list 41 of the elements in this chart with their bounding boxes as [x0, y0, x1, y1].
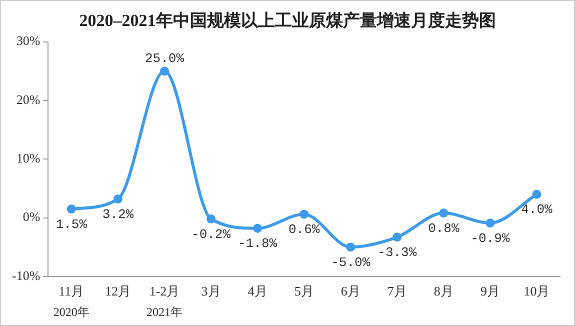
x-tick-label: 3月 — [201, 284, 221, 299]
point — [113, 194, 122, 204]
x-tick-label: 1-2月 — [149, 284, 180, 299]
point — [532, 190, 542, 199]
data-label: -0.9% — [470, 230, 510, 246]
data-label: 3.2% — [102, 206, 134, 222]
x-tick-label: 4月 — [248, 284, 268, 299]
chart-title: 2020–2021年中国规模以上工业原煤产量增速月度走势图 — [78, 10, 497, 32]
x-tick-label: 10月 — [524, 284, 550, 299]
y-tick-label: 0% — [22, 209, 40, 224]
point — [439, 208, 448, 218]
point — [486, 218, 495, 228]
point — [206, 214, 216, 224]
y-tick-label: -10% — [12, 268, 40, 283]
data-label: 4.0% — [521, 202, 553, 218]
data-label: -1.8% — [238, 236, 278, 252]
x-tick-label: 5月 — [294, 284, 314, 299]
data-label: 0.8% — [428, 220, 460, 236]
x-tick-label: 8月 — [434, 284, 454, 299]
y-tick-label: 30% — [16, 33, 40, 48]
text: 2021年 — [146, 305, 182, 320]
point — [160, 66, 169, 76]
data-label: 25.0% — [144, 51, 184, 66]
y-tick-label: 10% — [16, 150, 40, 166]
x-tick-label: 7月 — [387, 284, 407, 299]
text: 2020年 — [53, 305, 90, 320]
x-tick-label: 11月 — [58, 284, 84, 299]
x-tick-label: 9月 — [480, 284, 500, 299]
data-label: 0.6% — [288, 222, 320, 238]
data-label: -5.0% — [331, 255, 370, 270]
y-tick-label: 20% — [16, 92, 40, 107]
data-label: -3.3% — [378, 245, 417, 260]
x-tick-label: 6月 — [340, 284, 360, 299]
point — [346, 242, 356, 252]
data-label: 1.5% — [56, 216, 88, 232]
data-label: -0.2% — [192, 226, 231, 242]
point — [253, 224, 262, 233]
x-tick-label: 12月 — [104, 284, 131, 299]
point — [66, 204, 76, 214]
point — [300, 210, 309, 219]
point — [392, 232, 402, 242]
